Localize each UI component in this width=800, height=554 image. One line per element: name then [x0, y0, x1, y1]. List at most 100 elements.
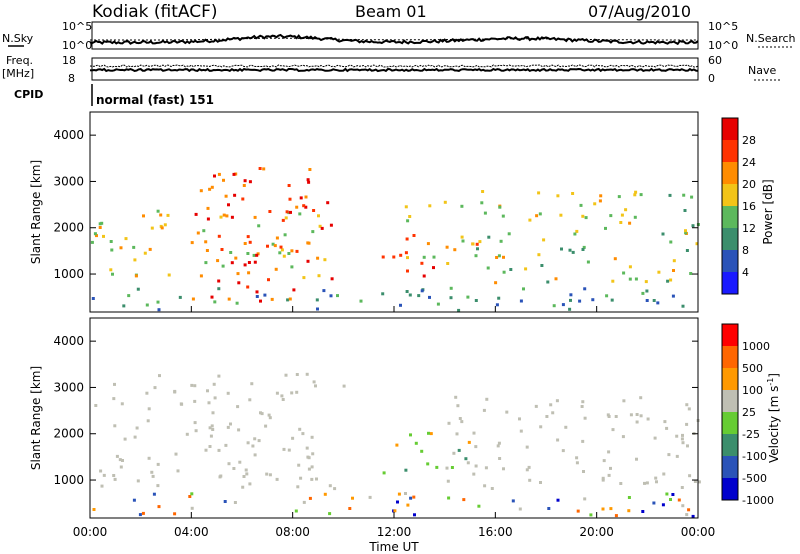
- velocity-cell: [236, 405, 240, 409]
- velocity-cell: [244, 468, 248, 472]
- power-cell: [287, 211, 291, 215]
- power-cell: [593, 202, 597, 206]
- power-cell: [213, 174, 216, 178]
- power-cell: [133, 258, 137, 262]
- power-cell: [628, 277, 632, 281]
- velocity-cell: [208, 445, 212, 448]
- power-cell: [274, 267, 278, 271]
- velocity-cell: [351, 496, 354, 500]
- velocity-cell: [253, 437, 257, 441]
- power-cell: [322, 289, 326, 293]
- velocity-cell: [404, 492, 407, 495]
- power-cell: [248, 180, 252, 184]
- power-cell: [633, 193, 637, 197]
- velocity-cell: [248, 398, 252, 402]
- velocity-cell: [466, 461, 470, 465]
- power-cell: [306, 178, 310, 182]
- velocity-cell: [583, 416, 587, 420]
- power-cell: [213, 300, 217, 304]
- velocity-cell: [601, 507, 605, 511]
- velocity-cell: [580, 405, 584, 408]
- freq-trace: [89, 67, 699, 73]
- freq-tick-bottom: 8: [68, 72, 75, 85]
- velocity-cell: [115, 454, 119, 458]
- power-cell: [556, 194, 560, 198]
- power-cell: [317, 274, 321, 278]
- power-cell: [560, 247, 563, 251]
- power-cell: [428, 295, 431, 299]
- power-cell: [278, 251, 282, 255]
- velocity-cell: [687, 508, 691, 512]
- power-cell: [628, 221, 632, 225]
- power-cell: [609, 214, 613, 218]
- power-cell: [109, 268, 113, 272]
- power-cell: [219, 215, 223, 219]
- velocity-cell: [280, 394, 284, 398]
- power-cell: [142, 214, 145, 218]
- power-cell: [405, 237, 409, 241]
- power-cell: [206, 206, 210, 210]
- power-cell: [475, 242, 479, 246]
- velocity-cell: [194, 429, 198, 433]
- velocity-cell: [519, 429, 523, 433]
- noise-right-tick-bottom: 10^0: [708, 39, 738, 52]
- power-cell: [132, 245, 136, 249]
- velocity-cell: [348, 507, 352, 510]
- velocity-cell: [462, 498, 466, 502]
- noise-left-label: N.Sky: [2, 32, 34, 45]
- power-cell: [481, 190, 485, 193]
- velocity-cell: [173, 389, 177, 393]
- power-cell: [591, 298, 595, 302]
- power-cell: [502, 270, 506, 274]
- velocity-cell: [305, 446, 309, 450]
- velocity-cell: [253, 453, 257, 457]
- velocity-cell: [518, 507, 522, 511]
- velocity-colorbar: 1000 500 100 25 -25 -100 -500 -1000: [721, 323, 774, 507]
- velocity-cell: [629, 413, 633, 417]
- power-cell: [683, 209, 687, 212]
- velocity-cell: [655, 480, 658, 484]
- velocity-cell: [575, 456, 579, 460]
- velocity-cell: [601, 478, 605, 482]
- velocity-cell: [447, 496, 451, 500]
- velocity-cell: [627, 496, 631, 499]
- velocity-cell: [113, 424, 117, 428]
- power-cell: [248, 240, 252, 244]
- power-cell: [270, 297, 274, 301]
- power-cell: [406, 269, 409, 273]
- power-cell: [569, 293, 573, 297]
- power-cell: [399, 253, 403, 257]
- power-cell: [428, 204, 432, 208]
- velocity-cell: [242, 475, 246, 478]
- velocity-cell: [208, 426, 212, 430]
- colorbar-swatch: [722, 346, 738, 368]
- noise-left-tick-top: 10^5: [62, 20, 92, 33]
- y-tick-label: 4000: [53, 128, 84, 142]
- velocity-cell: [639, 414, 643, 418]
- power-cell: [497, 254, 501, 258]
- velocity-cell: [133, 435, 137, 439]
- velocity-cell: [606, 413, 610, 417]
- velocity-cell: [467, 440, 471, 444]
- velocity-cell: [677, 498, 681, 502]
- power-cell: [122, 304, 126, 308]
- velocity-cell: [179, 402, 183, 406]
- colorbar-swatch: [722, 206, 738, 228]
- power-cell: [241, 197, 245, 201]
- power-cell: [253, 260, 257, 264]
- velocity-cell: [511, 499, 515, 503]
- velocity-cell: [156, 462, 160, 466]
- power-cell: [579, 203, 583, 207]
- velocity-cell: [232, 467, 236, 470]
- power-cell: [98, 226, 102, 229]
- velocity-cell: [581, 439, 585, 443]
- colorbar-tick-label: 12: [742, 222, 756, 235]
- power-cell: [306, 259, 310, 263]
- velocity-cell: [100, 484, 104, 488]
- colorbar-tick-label: 28: [742, 134, 756, 147]
- power-cell: [501, 214, 505, 218]
- velocity-cell: [310, 477, 314, 481]
- velocity-cell: [561, 449, 565, 453]
- power-cell: [283, 233, 287, 237]
- velocity-cell: [297, 463, 301, 467]
